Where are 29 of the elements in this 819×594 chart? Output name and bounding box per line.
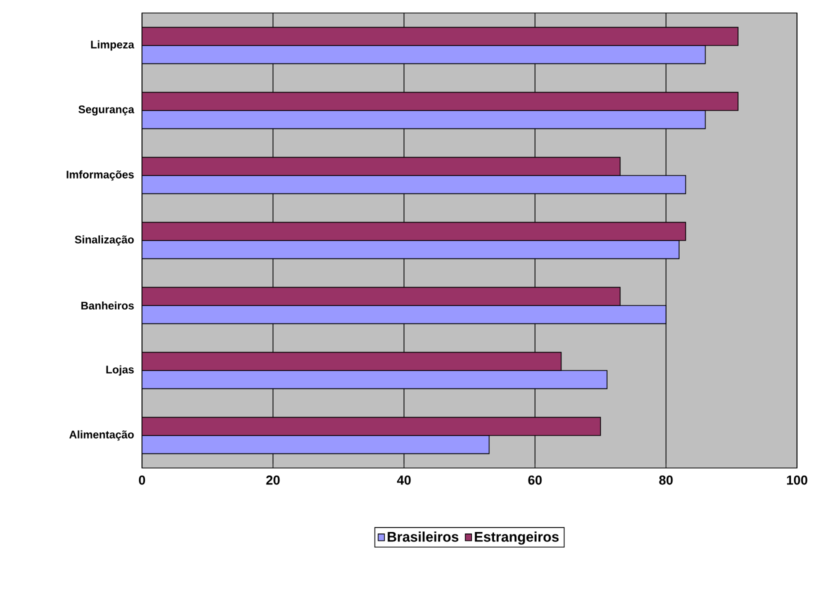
x-tick-label: 60 <box>528 476 542 485</box>
y-tick-label: Alimentação <box>69 430 134 441</box>
bar <box>142 352 562 371</box>
x-tick-label: 0 <box>138 476 146 485</box>
y-tick-label: Imformações <box>66 170 134 181</box>
y-tick-label: Lojas <box>106 365 134 376</box>
bar <box>142 222 686 241</box>
bar <box>142 370 608 390</box>
legend-label: Estrangeiros <box>474 532 559 545</box>
y-tick-label: Banheiros <box>81 301 134 310</box>
x-tick-label: 100 <box>787 476 808 485</box>
bar <box>142 286 621 306</box>
bar <box>142 175 686 194</box>
x-tick-label: 40 <box>397 476 411 485</box>
y-tick-label: Limpeza <box>91 40 134 51</box>
bar <box>142 26 738 46</box>
bar <box>142 240 680 260</box>
bar <box>142 45 706 64</box>
bar <box>142 305 666 324</box>
bar <box>142 156 621 176</box>
bar <box>142 416 601 436</box>
y-tick-label: Sinalização <box>74 235 134 246</box>
x-tick-label: 20 <box>266 476 280 485</box>
bar <box>142 92 738 111</box>
bar <box>142 435 490 454</box>
legend-label: Brasileiros <box>388 532 458 542</box>
y-tick-label: Segurança <box>78 106 134 116</box>
bar <box>142 110 706 130</box>
x-tick-label: 80 <box>659 476 673 485</box>
